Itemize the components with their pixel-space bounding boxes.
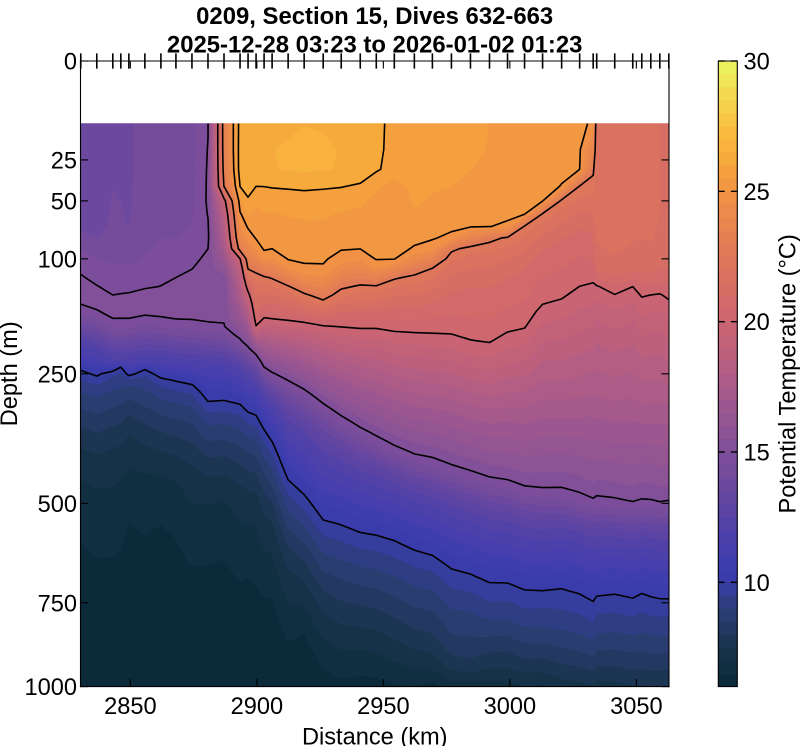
svg-text:2900: 2900: [231, 694, 284, 720]
svg-text:0: 0: [64, 50, 77, 76]
svg-text:500: 500: [38, 492, 77, 518]
svg-text:0209, Section 15, Dives 632-66: 0209, Section 15, Dives 632-663: [196, 3, 553, 30]
svg-text:Distance (km): Distance (km): [302, 724, 448, 746]
svg-text:1000: 1000: [24, 675, 77, 701]
svg-text:25: 25: [51, 148, 77, 174]
svg-text:3050: 3050: [610, 694, 663, 720]
svg-text:250: 250: [38, 362, 77, 388]
svg-text:15: 15: [744, 441, 770, 467]
svg-text:Potential Temperature (°C): Potential Temperature (°C): [775, 234, 800, 513]
svg-text:50: 50: [51, 189, 77, 215]
svg-text:2950: 2950: [357, 694, 410, 720]
svg-text:10: 10: [744, 571, 770, 597]
svg-text:Depth (m): Depth (m): [0, 321, 23, 426]
svg-text:30: 30: [744, 50, 770, 76]
svg-text:100: 100: [38, 247, 77, 273]
svg-text:2025-12-28 03:23 to 2026-01-02: 2025-12-28 03:23 to 2026-01-02 01:23: [167, 32, 582, 59]
svg-text:3000: 3000: [484, 694, 537, 720]
svg-text:20: 20: [744, 310, 770, 336]
svg-text:25: 25: [744, 180, 770, 206]
svg-text:2850: 2850: [104, 694, 157, 720]
svg-text:750: 750: [38, 591, 77, 617]
